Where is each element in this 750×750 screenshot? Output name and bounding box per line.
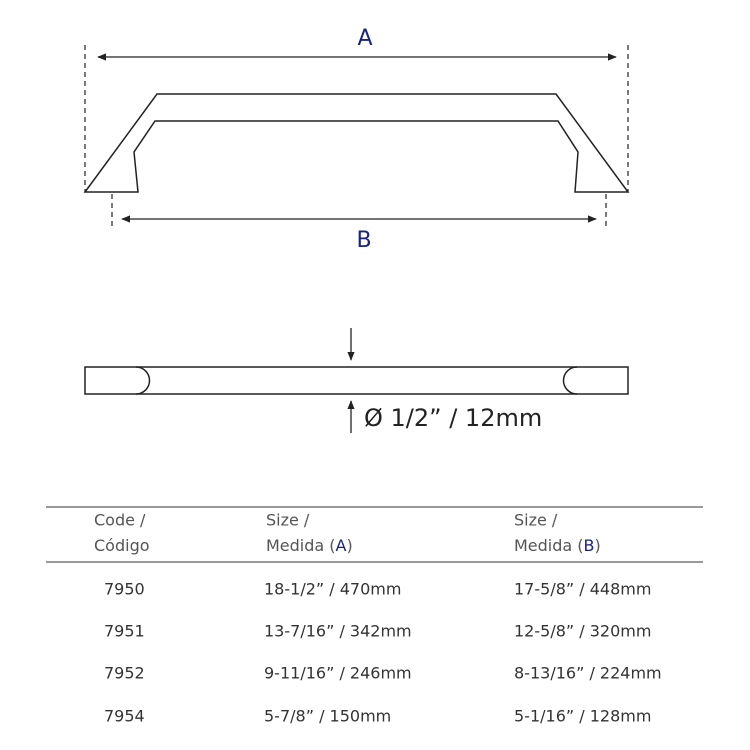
- header-text: Medida (: [266, 536, 336, 555]
- header-text: ): [347, 536, 353, 555]
- diameter-label: Ø 1/2” / 12mm: [364, 404, 542, 432]
- table-cell: 5-1/16” / 128mm: [514, 707, 651, 726]
- dimension-lines: [84, 45, 629, 230]
- header-text: Medida (: [514, 536, 584, 555]
- handle-front: [83, 93, 630, 193]
- table-cell: 13-7/16” / 342mm: [264, 622, 412, 641]
- header-key: A: [336, 536, 347, 555]
- table-cell: 9-11/16” / 246mm: [264, 664, 412, 683]
- label-b: B: [356, 228, 371, 253]
- table-cell: 17-5/8” / 448mm: [514, 580, 651, 599]
- header-text: Code /: [94, 511, 146, 530]
- table-cell: 8-13/16” / 224mm: [514, 664, 662, 683]
- header-text: Código: [94, 536, 150, 555]
- header-text: Código: [94, 536, 150, 555]
- table-cell: 7952: [104, 664, 145, 683]
- header-text: Size /: [514, 511, 558, 530]
- table-cell: 7950: [104, 580, 145, 599]
- header-key: B: [584, 536, 595, 555]
- table-cell: 18-1/2” / 470mm: [264, 580, 401, 599]
- header-text: Medida (A): [266, 536, 353, 555]
- table-cell: 5-7/8” / 150mm: [264, 707, 391, 726]
- header-text: Medida (B): [514, 536, 601, 555]
- header-text: Size /: [266, 511, 310, 530]
- header-text: ): [595, 536, 601, 555]
- table-cell: 12-5/8” / 320mm: [514, 622, 651, 641]
- table-cell: 7954: [104, 707, 145, 726]
- table-cell: 7951: [104, 622, 145, 641]
- label-a: A: [357, 26, 372, 51]
- handle-side: [84, 366, 629, 395]
